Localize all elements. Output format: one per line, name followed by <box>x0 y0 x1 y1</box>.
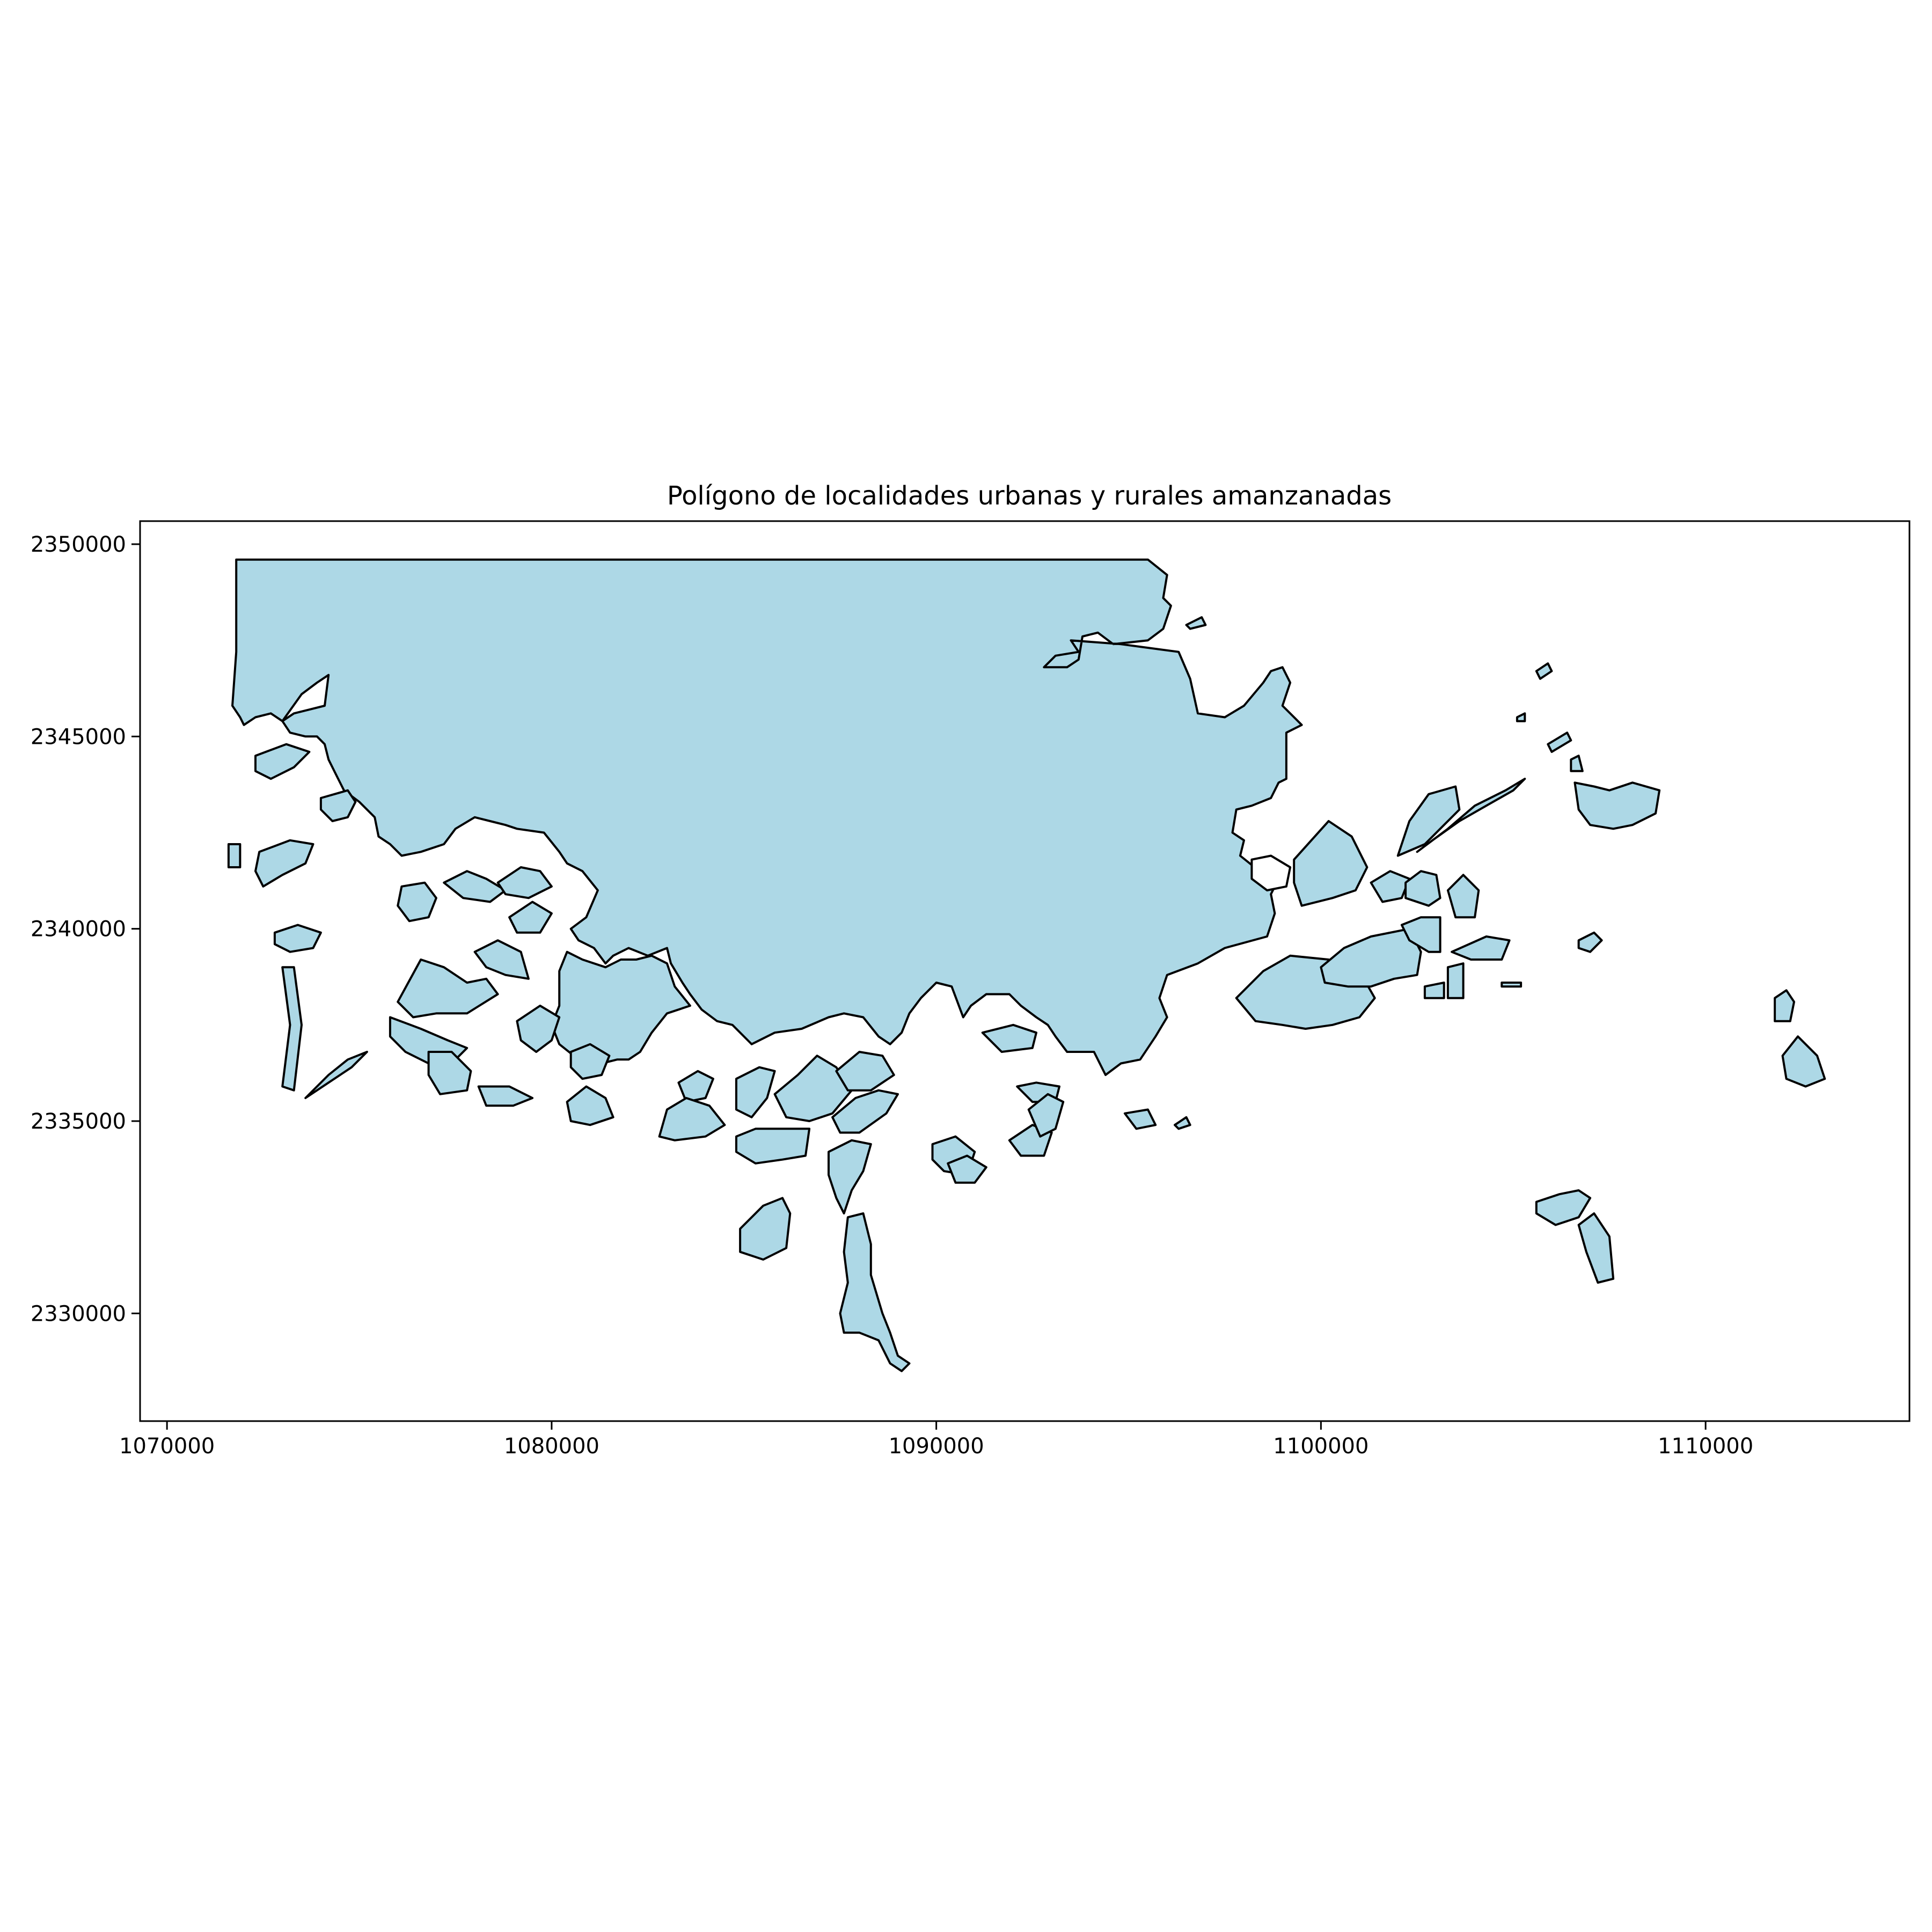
locality-polygon-west-a <box>254 743 311 780</box>
locality-polygon-east-m <box>1501 982 1523 988</box>
locality-polygon-main-locality <box>231 558 1303 1076</box>
locality-polygon-south-i <box>835 1051 895 1092</box>
locality-polygon-mid-west-b <box>397 958 499 1019</box>
locality-polygon-south-q <box>1027 1093 1065 1138</box>
locality-polygon-south-a <box>477 1085 534 1107</box>
locality-polygon-far-east-a <box>1574 781 1661 830</box>
axes-frame <box>139 520 1911 1422</box>
locality-polygon-east-k <box>1446 962 1465 999</box>
locality-polygon-east-c <box>1320 927 1422 988</box>
locality-polygon-east-h <box>1396 785 1461 857</box>
locality-polygon-south-long-strip <box>839 1212 911 1372</box>
polygon-layer <box>227 558 1826 1372</box>
locality-polygon-far-east-d <box>1535 662 1553 680</box>
locality-polygon-south-r <box>1123 1108 1157 1130</box>
locality-polygon-east-f <box>1400 916 1441 953</box>
locality-polygon-east-l <box>1423 982 1445 999</box>
locality-polygon-tiny-north-a <box>1185 616 1207 630</box>
locality-polygon-far-east-i <box>1774 989 1795 1022</box>
locality-polygon-west-cluster-c <box>427 1051 472 1095</box>
locality-polygon-south-g <box>735 1128 811 1165</box>
locality-polygon-mid-west-a <box>397 881 437 923</box>
locality-polygon-south-j <box>831 1089 899 1134</box>
locality-polygon-west-c <box>254 839 314 888</box>
locality-polygon-west-e <box>273 924 322 953</box>
locality-polygon-east-b <box>1293 820 1368 907</box>
locality-polygon-far-east-c <box>1547 731 1572 753</box>
locality-polygon-west-cluster-a <box>516 1005 561 1053</box>
locality-polygon-far-east-b <box>1570 755 1584 772</box>
locality-polygon-south-k <box>828 1139 872 1214</box>
locality-polygon-south-l <box>739 1197 792 1261</box>
locality-polygon-far-east-h <box>1577 1212 1615 1284</box>
locality-polygon-far-east-f <box>1577 931 1603 953</box>
chart-title: Polígono de localidades urbanas y rurale… <box>667 481 1392 511</box>
locality-polygon-south-c <box>566 1085 614 1126</box>
locality-polygon-south-b <box>569 1043 611 1080</box>
y-axis: 2330000 2335000 2340000 2345000 2350000 <box>31 532 140 1326</box>
y-tick-label: 2345000 <box>31 724 126 749</box>
locality-polygon-south-f <box>735 1066 776 1118</box>
x-tick-label: 1080000 <box>504 1434 599 1459</box>
locality-polygon-south-s <box>981 1023 1037 1053</box>
x-tick-label: 1070000 <box>119 1434 215 1459</box>
locality-polygon-east-j <box>1451 935 1511 961</box>
locality-polygon-central-south-large <box>550 950 691 1065</box>
locality-polygon-west-b <box>319 789 357 822</box>
x-tick-label: 1110000 <box>1658 1434 1753 1459</box>
locality-polygon-mid-west-e <box>496 866 553 899</box>
locality-polygon-tiny-mid-a <box>1174 1116 1191 1130</box>
locality-polygon-south-e <box>658 1097 726 1141</box>
x-axis: 1070000 1080000 1090000 1100000 1110000 <box>119 1421 1753 1459</box>
locality-polygon-mid-west-d <box>473 939 530 980</box>
locality-polygon-south-n <box>947 1154 987 1184</box>
x-tick-label: 1100000 <box>1273 1434 1368 1459</box>
locality-polygon-mid-west-f <box>508 901 553 934</box>
locality-polygon-far-east-g <box>1535 1189 1592 1226</box>
locality-polygon-west-strip <box>281 966 303 1092</box>
locality-polygon-far-east-j <box>1781 1035 1826 1088</box>
locality-polygon-west-f <box>304 1051 368 1099</box>
locality-polygon-west-d <box>227 843 241 868</box>
locality-polygon-hole-east-enclave <box>1250 854 1292 891</box>
y-tick-label: 2340000 <box>31 917 126 942</box>
y-tick-label: 2350000 <box>31 532 126 557</box>
x-tick-label: 1090000 <box>889 1434 984 1459</box>
y-tick-label: 2335000 <box>31 1109 126 1134</box>
locality-polygon-far-east-e <box>1516 712 1526 722</box>
locality-polygon-hole-west-notch <box>281 674 330 722</box>
locality-polygon-east-i <box>1446 874 1480 919</box>
locality-polygon-east-e <box>1404 870 1441 907</box>
locality-polygon-east-g <box>1416 778 1526 853</box>
y-tick-label: 2330000 <box>31 1301 126 1326</box>
